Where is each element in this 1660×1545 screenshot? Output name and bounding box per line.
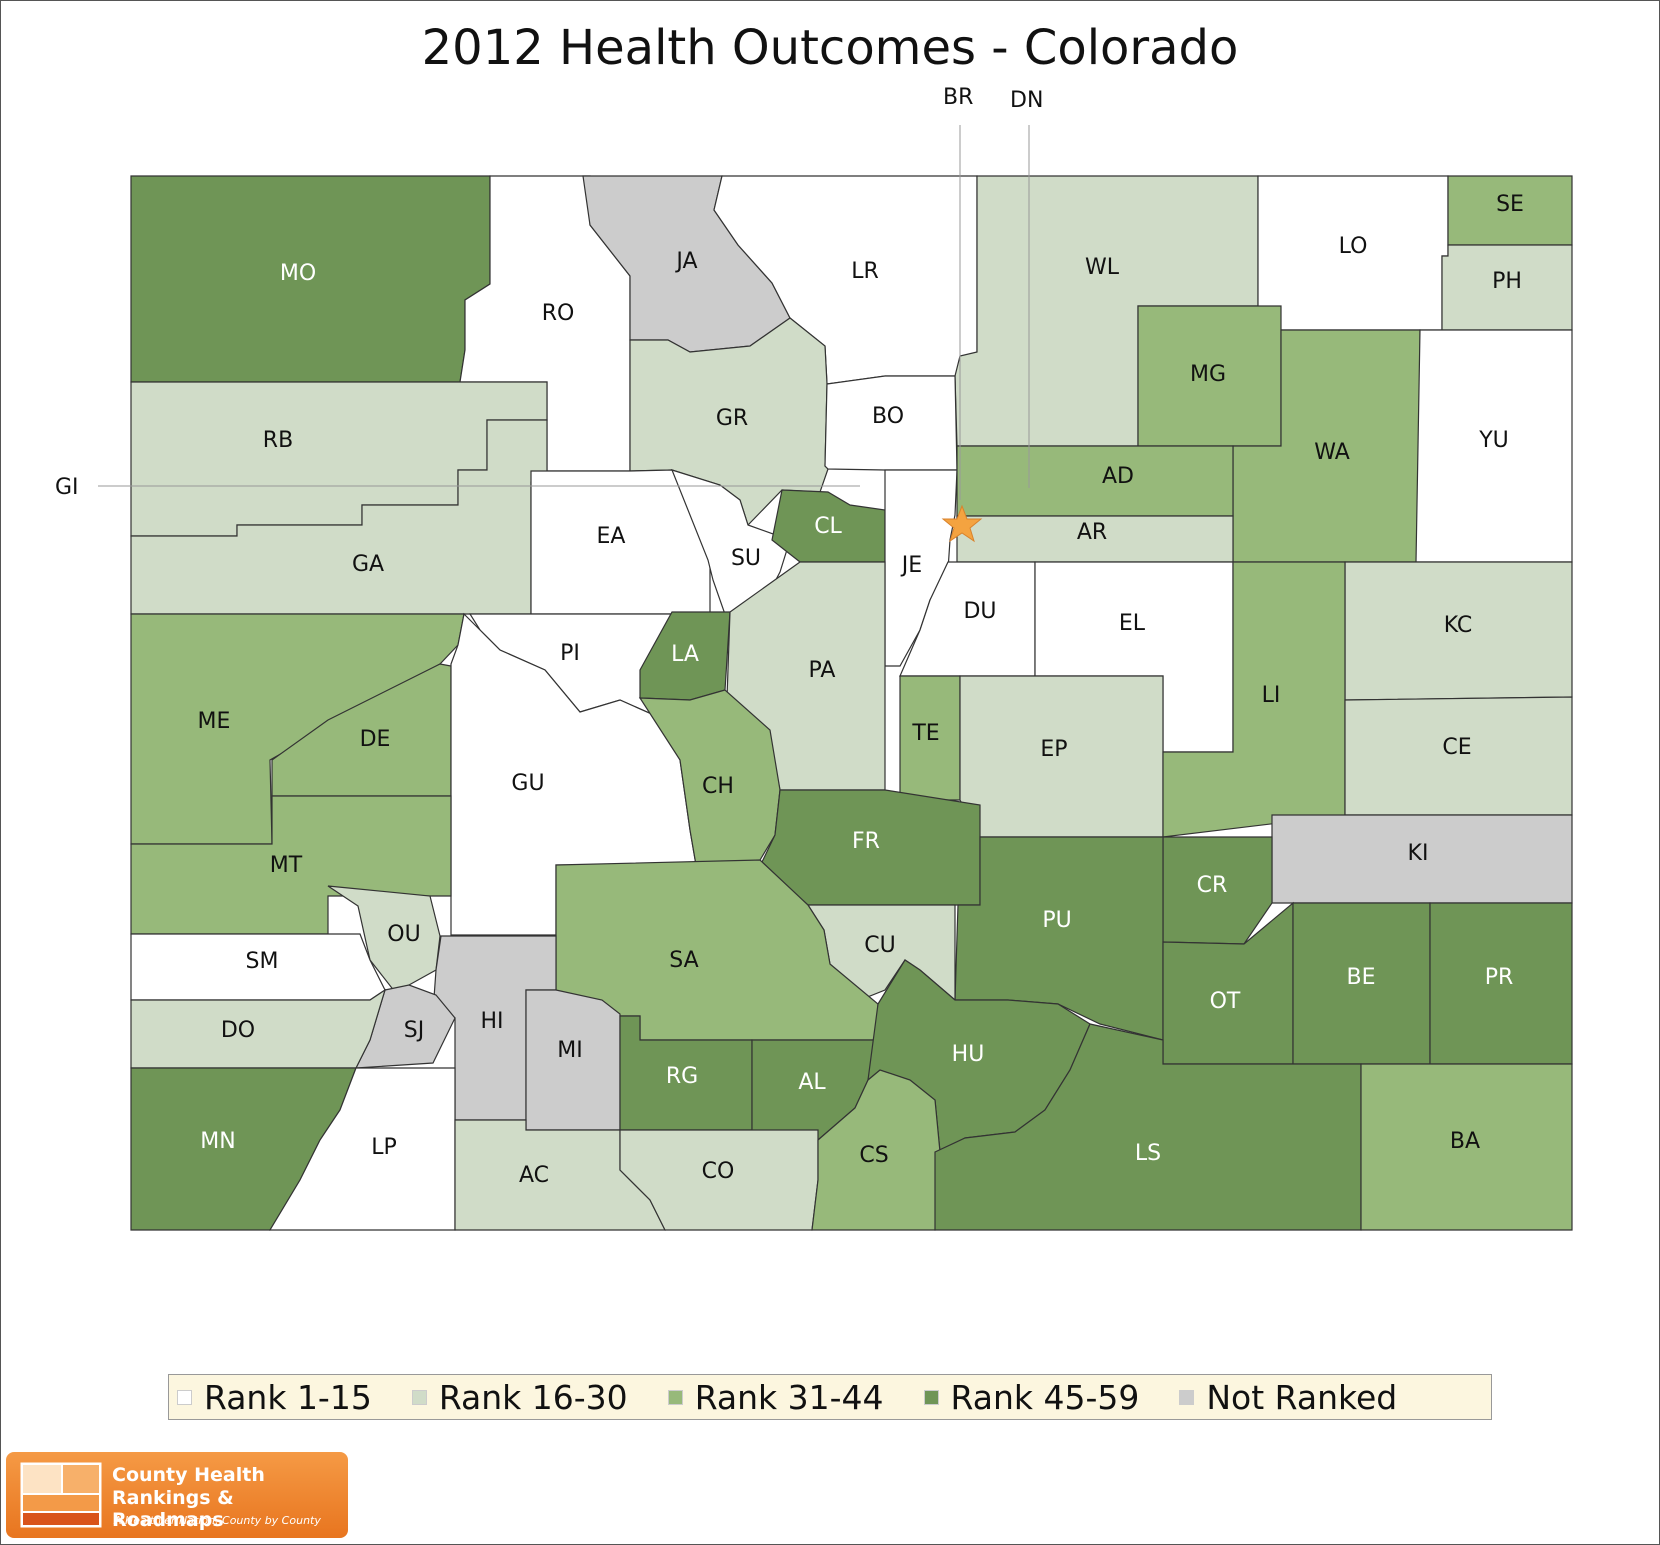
logo-line2: Rankings & Roadmaps <box>112 1487 234 1531</box>
county-label-ep: EP <box>1040 737 1067 762</box>
county-label-su: SU <box>731 546 761 571</box>
legend-label: Rank 16-30 <box>438 1377 628 1417</box>
county-label-mo: MO <box>280 261 316 286</box>
logo-tagline: A Healthier Nation, County by County <box>114 1514 321 1527</box>
county-label-ba: BA <box>1450 1129 1480 1154</box>
county-cs <box>811 1069 941 1231</box>
county-label-la: LA <box>671 642 699 667</box>
county-label-ro: RO <box>542 301 575 326</box>
county-label-be: BE <box>1347 965 1376 990</box>
legend-swatch <box>923 1389 939 1405</box>
county-label-de: DE <box>360 727 391 752</box>
county-label-ja: JA <box>674 249 697 274</box>
county-label-sj: SJ <box>404 1018 424 1043</box>
county-label-cr: CR <box>1197 873 1228 898</box>
county-label-kc: KC <box>1444 613 1473 638</box>
callout-label-br: BR <box>943 85 973 110</box>
county-health-rankings-logo: County Health Rankings & Roadmaps A Heal… <box>6 1452 348 1538</box>
county-label-hu: HU <box>952 1042 985 1067</box>
county-label-se: SE <box>1496 192 1524 217</box>
legend: Rank 1-15 Rank 16-30 Rank 31-44 Rank 45-59 N… <box>168 1374 1492 1420</box>
county-label-sm: SM <box>246 949 279 974</box>
county-label-ac: AC <box>519 1163 549 1188</box>
county-label-ph: PH <box>1492 269 1522 294</box>
legend-item: Rank 31-44 <box>660 1378 884 1417</box>
county-label-te: TE <box>911 721 939 746</box>
county-label-co: CO <box>702 1159 735 1184</box>
county-ba <box>1360 1063 1573 1231</box>
county-label-lp: LP <box>371 1135 397 1160</box>
county-label-bo: BO <box>872 404 904 429</box>
legend-swatch <box>177 1389 192 1405</box>
legend-item: Not Ranked <box>1171 1378 1397 1417</box>
county-ls <box>934 1023 1362 1231</box>
county-ad <box>956 445 1234 517</box>
county-label-sa: SA <box>669 948 698 973</box>
county-label-ga: GA <box>352 552 384 577</box>
callout-label-dn: DN <box>1010 88 1043 113</box>
county-label-ce: CE <box>1442 735 1471 760</box>
county-label-pa: PA <box>809 658 836 683</box>
county-label-cs: CS <box>859 1143 888 1168</box>
county-do <box>130 988 387 1069</box>
county-label-lr: LR <box>851 259 879 284</box>
county-label-du: DU <box>963 599 996 624</box>
legend-swatch <box>667 1389 683 1405</box>
county-label-ad: AD <box>1102 464 1134 489</box>
logo-icon <box>20 1462 102 1528</box>
legend-item: Rank 16-30 <box>404 1378 628 1417</box>
legend-label: Rank 45-59 <box>950 1377 1140 1417</box>
county-label-me: ME <box>198 709 231 734</box>
county-label-pi: PI <box>560 641 580 666</box>
county-label-yu: YU <box>1478 428 1509 453</box>
legend-item: Rank 45-59 <box>916 1377 1140 1417</box>
legend-label: Rank 1-15 <box>204 1377 372 1417</box>
county-label-cu: CU <box>864 933 895 958</box>
county-label-gu: GU <box>511 771 544 796</box>
county-su <box>670 469 791 621</box>
county-label-pr: PR <box>1485 965 1514 990</box>
county-label-wl: WL <box>1085 255 1120 280</box>
county-label-mi: MI <box>557 1038 582 1063</box>
county-label-ch: CH <box>702 774 734 799</box>
county-label-ea: EA <box>597 524 626 549</box>
county-label-ot: OT <box>1210 989 1241 1014</box>
county-label-rg: RG <box>666 1064 698 1089</box>
county-label-ar: AR <box>1077 520 1107 545</box>
county-label-li: LI <box>1262 683 1281 708</box>
legend-label: Not Ranked <box>1206 1377 1398 1417</box>
legend-swatch <box>1179 1389 1195 1405</box>
county-label-cl: CL <box>814 514 842 539</box>
county-label-mt: MT <box>270 853 303 878</box>
county-label-ls: LS <box>1135 1141 1161 1166</box>
logo-line1: County Health <box>112 1464 265 1486</box>
county-label-lo: LO <box>1339 234 1368 259</box>
county-label-mn: MN <box>200 1129 235 1154</box>
county-label-el: EL <box>1119 611 1146 636</box>
legend-swatch <box>411 1389 427 1405</box>
county-label-mg: MG <box>1190 362 1226 387</box>
county-label-ki: KI <box>1408 841 1429 866</box>
county-label-rb: RB <box>263 428 293 453</box>
map-title: 2012 Health Outcomes - Colorado <box>421 20 1239 76</box>
county-label-ou: OU <box>387 922 420 947</box>
legend-label: Rank 31-44 <box>694 1377 884 1417</box>
county-label-do: DO <box>221 1018 255 1043</box>
county-label-je: JE <box>900 553 922 578</box>
county-label-hi: HI <box>480 1009 503 1034</box>
county-label-fr: FR <box>852 829 880 854</box>
county-label-wa: WA <box>1314 440 1350 465</box>
county-label-gr: GR <box>716 406 748 431</box>
county-co <box>619 1129 819 1231</box>
callout-label-gi: GI <box>55 475 79 500</box>
star-icon <box>941 504 983 543</box>
legend-item: Rank 1-15 <box>169 1378 372 1417</box>
county-ch <box>638 689 781 866</box>
county-label-pu: PU <box>1042 908 1071 933</box>
county-label-al: AL <box>798 1070 826 1095</box>
